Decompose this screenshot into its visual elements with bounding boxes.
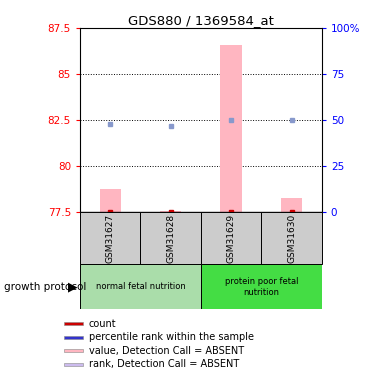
Bar <box>64 349 83 352</box>
Bar <box>281 198 302 212</box>
Text: count: count <box>89 319 116 328</box>
Text: GSM31629: GSM31629 <box>227 214 236 262</box>
Bar <box>201 264 322 309</box>
Text: growth protocol: growth protocol <box>4 282 86 292</box>
Text: percentile rank within the sample: percentile rank within the sample <box>89 332 254 342</box>
Bar <box>80 264 201 309</box>
Text: value, Detection Call = ABSENT: value, Detection Call = ABSENT <box>89 346 244 356</box>
Bar <box>80 212 140 264</box>
Bar <box>64 336 83 339</box>
Bar <box>64 322 83 325</box>
Text: GSM31627: GSM31627 <box>106 214 115 262</box>
Bar <box>220 45 242 212</box>
Text: GSM31628: GSM31628 <box>166 214 175 262</box>
Title: GDS880 / 1369584_at: GDS880 / 1369584_at <box>128 14 274 27</box>
Bar <box>261 212 322 264</box>
Text: ▶: ▶ <box>68 280 78 293</box>
Bar <box>201 212 261 264</box>
Text: normal fetal nutrition: normal fetal nutrition <box>96 282 185 291</box>
Bar <box>64 363 83 366</box>
Bar <box>99 189 121 212</box>
Text: rank, Detection Call = ABSENT: rank, Detection Call = ABSENT <box>89 360 239 369</box>
Bar <box>160 211 181 212</box>
Text: GSM31630: GSM31630 <box>287 213 296 263</box>
Bar <box>140 212 201 264</box>
Text: protein poor fetal
nutrition: protein poor fetal nutrition <box>225 277 298 297</box>
